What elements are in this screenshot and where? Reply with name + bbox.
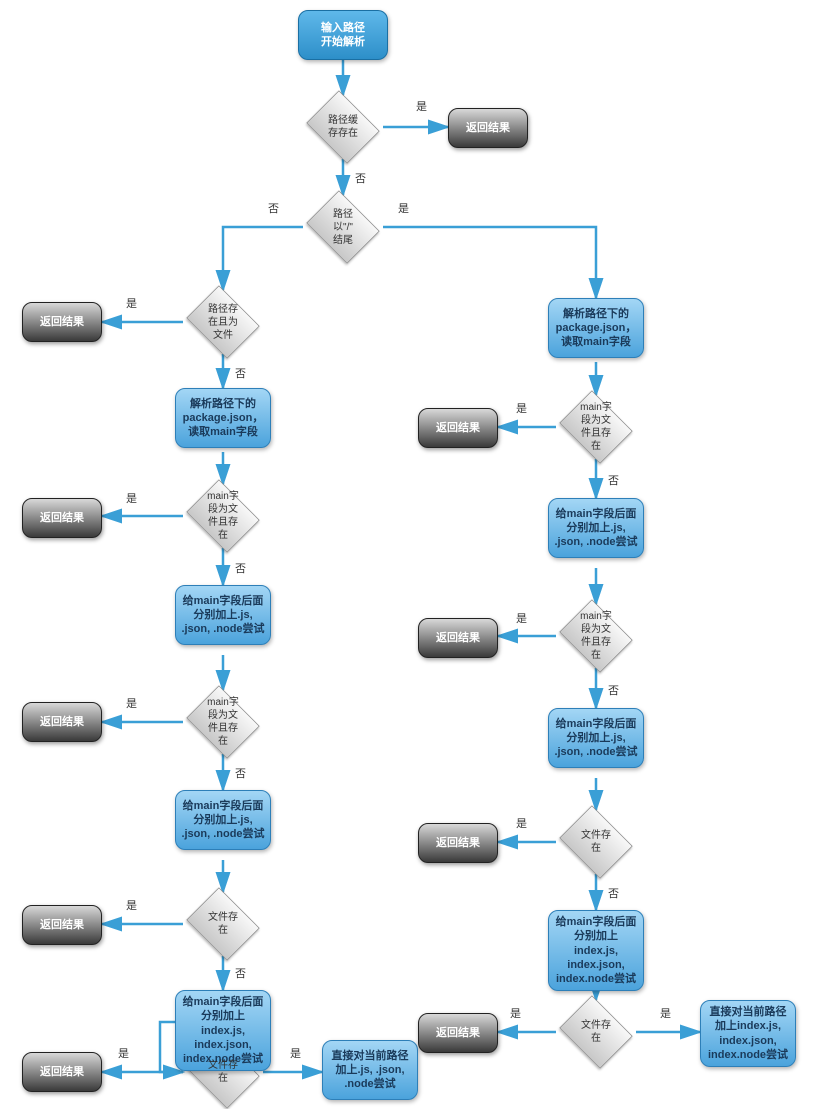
node-d_r2-label: main字段为文件且存在 — [580, 610, 612, 662]
edge-label-d_l4-p_l4: 否 — [235, 965, 246, 981]
flowchart-arrows — [0, 0, 819, 1106]
node-t_l5: 返回结果 — [22, 1052, 102, 1092]
node-p_l3-label: 给main字段后面分别加上.js, .json, .node尝试 — [180, 799, 266, 842]
edge-label-d_cache-t_cache: 是 — [416, 98, 427, 114]
node-t_l2-label: 返回结果 — [40, 511, 84, 525]
node-d_l2-label: main字段为文件且存在 — [207, 490, 239, 542]
node-t_cache-label: 返回结果 — [466, 121, 510, 135]
node-t_l4: 返回结果 — [22, 905, 102, 945]
edge-label-d_r2-p_r3: 否 — [608, 682, 619, 698]
node-d_r4: 文件存在 — [556, 1000, 636, 1064]
edge-label-d_r3-p_r4: 否 — [608, 885, 619, 901]
node-t_r1-label: 返回结果 — [436, 421, 480, 435]
node-start-label: 输入路径开始解析 — [321, 21, 365, 50]
node-t_r4: 返回结果 — [418, 1013, 498, 1053]
node-d_r1: main字段为文件且存在 — [556, 395, 636, 459]
node-t_l5-label: 返回结果 — [40, 1065, 84, 1079]
node-t_r4-label: 返回结果 — [436, 1026, 480, 1040]
edge-label-d_l5-t_l5: 是 — [118, 1045, 129, 1061]
edge-label-d_l2-t_l2: 是 — [126, 490, 137, 506]
node-t_r3: 返回结果 — [418, 823, 498, 863]
node-p_r4-label: 给main字段后面分别加上index.js, index.json, index… — [553, 915, 639, 986]
node-p_l2: 给main字段后面分别加上.js, .json, .node尝试 — [175, 585, 271, 645]
node-d_r3: 文件存在 — [556, 810, 636, 874]
edge-label-d_r2-t_r2: 是 — [516, 610, 527, 626]
edge-label-d_l1-t_l1: 是 — [126, 295, 137, 311]
edge-label-d_l3-t_l3: 是 — [126, 695, 137, 711]
edge-d_slash-p_r1 — [383, 227, 596, 298]
node-p_r2: 给main字段后面分别加上.js, .json, .node尝试 — [548, 498, 644, 558]
node-p_r5-label: 直接对当前路径加上index.js, index.json, index.nod… — [705, 1005, 791, 1062]
edge-label-d_r4-t_r4: 是 — [510, 1005, 521, 1021]
edge-label-d_l2-p_l2: 否 — [235, 560, 246, 576]
edge-label-d_l4-t_l4: 是 — [126, 897, 137, 913]
node-d_cache: 路径缓存存在 — [303, 95, 383, 159]
node-d_slash: 路径以"/"结尾 — [303, 195, 383, 259]
node-t_l3: 返回结果 — [22, 702, 102, 742]
node-p_l5: 直接对当前路径加上.js, .json, .node尝试 — [322, 1040, 418, 1100]
edge-label-d_cache-d_slash: 否 — [355, 170, 366, 186]
node-t_l1: 返回结果 — [22, 302, 102, 342]
node-d_l4: 文件存在 — [183, 892, 263, 956]
node-p_r1-label: 解析路径下的package.json，读取main字段 — [553, 307, 639, 350]
node-p_l2-label: 给main字段后面分别加上.js, .json, .node尝试 — [180, 594, 266, 637]
node-t_l3-label: 返回结果 — [40, 715, 84, 729]
node-d_l5: 文件存在 — [183, 1040, 263, 1104]
node-p_l3: 给main字段后面分别加上.js, .json, .node尝试 — [175, 790, 271, 850]
node-t_r1: 返回结果 — [418, 408, 498, 448]
node-d_cache-label: 路径缓存存在 — [328, 114, 358, 140]
node-p_r2-label: 给main字段后面分别加上.js, .json, .node尝试 — [553, 507, 639, 550]
edge-label-d_r4-p_r5: 是 — [660, 1005, 671, 1021]
node-t_l1-label: 返回结果 — [40, 315, 84, 329]
edge-label-d_l5-p_l5: 是 — [290, 1045, 301, 1061]
node-p_r3: 给main字段后面分别加上.js, .json, .node尝试 — [548, 708, 644, 768]
node-p_l5-label: 直接对当前路径加上.js, .json, .node尝试 — [327, 1049, 413, 1092]
node-d_r1-label: main字段为文件且存在 — [580, 401, 612, 453]
node-d_slash-label: 路径以"/"结尾 — [333, 208, 353, 247]
node-d_l1-label: 路径存在且为文件 — [208, 303, 238, 342]
node-d_l3: main字段为文件且存在 — [183, 690, 263, 754]
edge-label-d_l3-p_l3: 否 — [235, 765, 246, 781]
node-t_r3-label: 返回结果 — [436, 836, 480, 850]
node-t_r2: 返回结果 — [418, 618, 498, 658]
node-d_l3-label: main字段为文件且存在 — [207, 696, 239, 748]
edge-label-d_r3-t_r3: 是 — [516, 815, 527, 831]
node-d_r2: main字段为文件且存在 — [556, 604, 636, 668]
edge-label-d_slash-d_l1: 否 — [268, 200, 279, 216]
node-p_l1: 解析路径下的package.json，读取main字段 — [175, 388, 271, 448]
node-p_r3-label: 给main字段后面分别加上.js, .json, .node尝试 — [553, 717, 639, 760]
edge-d_slash-d_l1 — [223, 227, 303, 290]
node-t_l2: 返回结果 — [22, 498, 102, 538]
node-p_r5: 直接对当前路径加上index.js, index.json, index.nod… — [700, 1000, 796, 1067]
node-d_l4-label: 文件存在 — [208, 911, 238, 937]
node-start: 输入路径开始解析 — [298, 10, 388, 60]
node-d_l1: 路径存在且为文件 — [183, 290, 263, 354]
node-p_r4: 给main字段后面分别加上index.js, index.json, index… — [548, 910, 644, 991]
edge-label-d_r1-t_r1: 是 — [516, 400, 527, 416]
edge-label-d_slash-p_r1: 是 — [398, 200, 409, 216]
node-d_l5-label: 文件存在 — [208, 1059, 238, 1085]
edge-label-d_l1-p_l1: 否 — [235, 365, 246, 381]
node-t_r2-label: 返回结果 — [436, 631, 480, 645]
node-t_cache: 返回结果 — [448, 108, 528, 148]
node-d_l2: main字段为文件且存在 — [183, 484, 263, 548]
node-p_r1: 解析路径下的package.json，读取main字段 — [548, 298, 644, 358]
node-p_l1-label: 解析路径下的package.json，读取main字段 — [180, 397, 266, 440]
node-d_r4-label: 文件存在 — [581, 1019, 611, 1045]
edge-label-d_r1-p_r2: 否 — [608, 472, 619, 488]
node-d_r3-label: 文件存在 — [581, 829, 611, 855]
node-t_l4-label: 返回结果 — [40, 918, 84, 932]
